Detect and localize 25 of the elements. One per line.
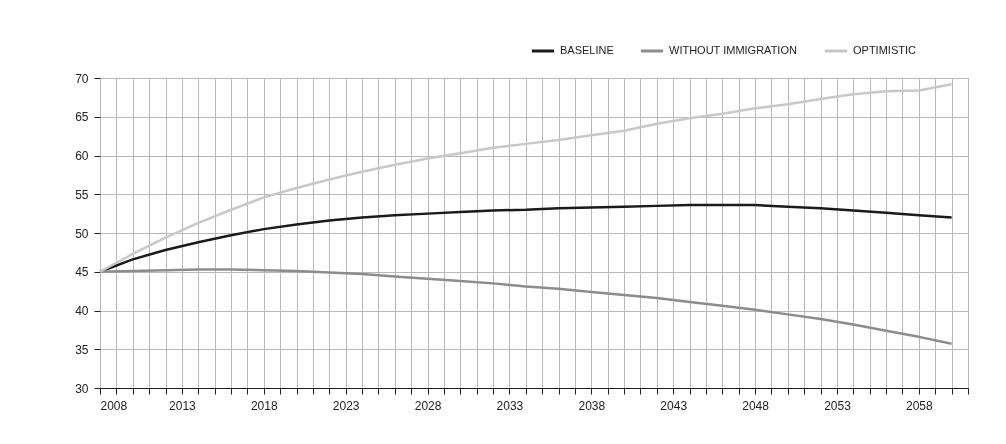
y-tick-label: 60	[75, 149, 89, 163]
line-series	[98, 268, 953, 346]
y-tick-label: 40	[75, 304, 89, 318]
x-tick-label: 2023	[332, 398, 360, 413]
legend-label: WITHOUT IMMIGRATION	[669, 44, 797, 56]
line-series	[98, 82, 953, 273]
x-tick-label: 2018	[250, 398, 278, 413]
y-tick-label: 45	[75, 265, 89, 280]
x-tick-label: 2008	[100, 398, 128, 413]
x-tick-label: 2033	[496, 398, 524, 413]
x-tick-label: 2058	[906, 398, 934, 413]
y-tick-label: 30	[75, 381, 89, 396]
y-tick-label: 70	[75, 71, 89, 86]
y-tick-label: 65	[75, 110, 89, 125]
x-tick-label: 2013	[169, 398, 197, 413]
legend-label: BASELINE	[560, 44, 614, 56]
y-tick-label: 50	[75, 226, 89, 241]
x-tick-label: 2053	[824, 398, 852, 413]
y-tick-label: 55	[75, 187, 89, 202]
x-tick-label: 2048	[742, 398, 770, 413]
legend-label: OPTIMISTIC	[853, 44, 916, 56]
x-tick-label: 2028	[414, 398, 442, 413]
x-tick-label: 2038	[578, 398, 606, 413]
x-tick-label: 2043	[660, 398, 688, 413]
y-tick-label: 35	[75, 342, 89, 357]
